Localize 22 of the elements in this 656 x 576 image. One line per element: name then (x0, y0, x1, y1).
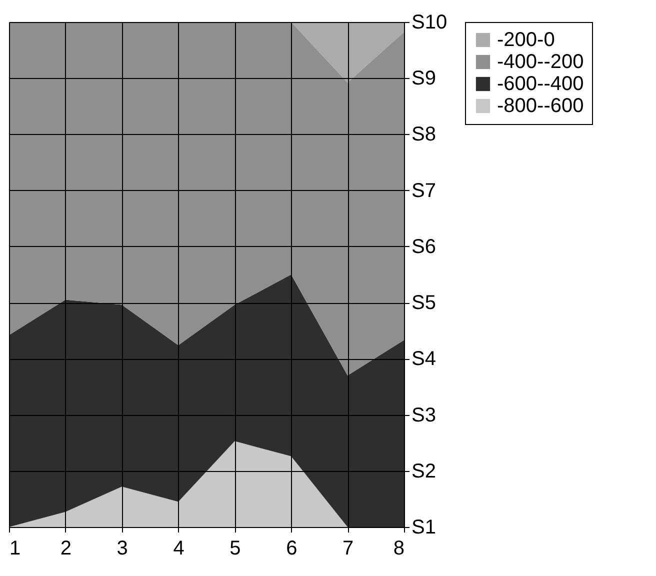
text: S4 (412, 348, 436, 370)
text: S10 (412, 12, 448, 34)
text: S7 (412, 180, 436, 202)
legend-label: -600--400 (497, 73, 584, 95)
legend-label: -800--600 (497, 95, 584, 117)
x-tick-label: 6 (286, 538, 298, 560)
text: S1 (412, 516, 436, 538)
text: S6 (412, 236, 436, 258)
x-tick-label: 1 (10, 538, 21, 560)
text: S5 (412, 292, 436, 314)
text: S8 (412, 124, 436, 146)
text: S3 (412, 404, 436, 426)
text: S2 (412, 460, 436, 482)
legend-label: -200-0 (497, 29, 555, 51)
x-tick-label: 2 (60, 538, 72, 560)
text: S9 (412, 68, 436, 90)
legend-label: -400--200 (497, 51, 584, 73)
x-tick-label: 3 (116, 538, 128, 560)
x-tick-label: 4 (173, 538, 184, 560)
x-tick-label: 5 (230, 538, 241, 560)
x-tick-label: 7 (342, 538, 354, 560)
x-tick-label: 8 (393, 538, 404, 560)
